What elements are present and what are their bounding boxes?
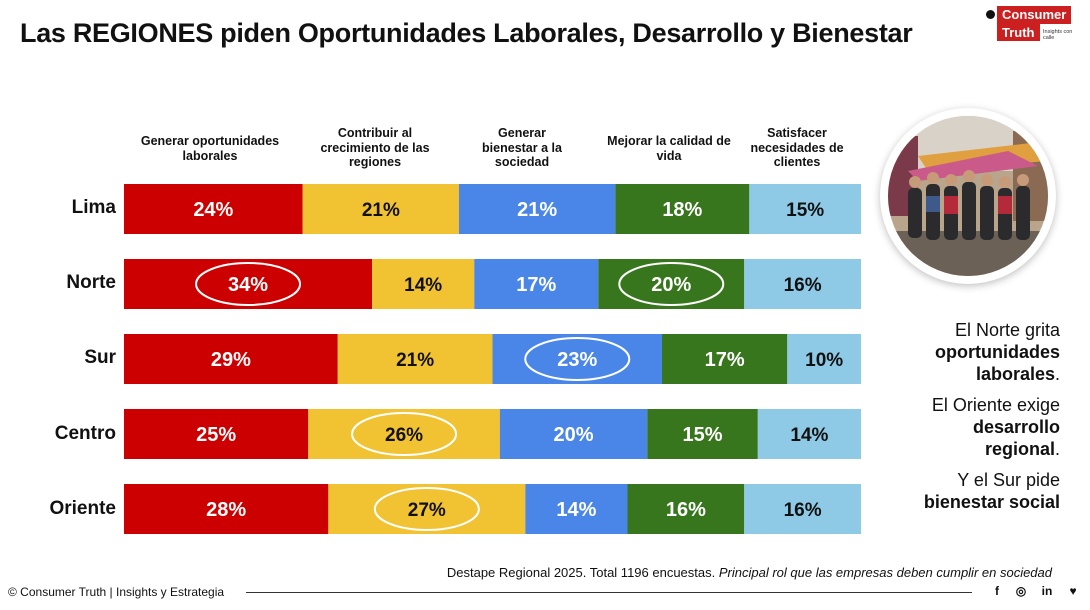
copyright: © Consumer Truth | Insights y Estrategia [8,585,225,599]
bar-norte-series-4 [598,259,745,309]
value-label-centro-series-2: 26% [385,425,423,446]
value-label-sur-series-1: 29% [211,349,251,371]
bar-centro-series-4 [647,409,758,459]
value-label-lima-series-3: 21% [517,199,557,221]
side-text-oriente-line1: El Oriente exige [931,395,1060,415]
bar-oriente-series-5 [744,484,861,534]
value-label-centro-series-5: 14% [790,425,828,446]
instagram-icon[interactable]: ◎ [1015,584,1027,598]
logo-line2: Truth [997,24,1040,41]
source-note: Destape Regional 2025. Total 1196 encues… [447,565,1052,580]
bar-norte-series-5 [744,259,861,309]
value-label-oriente-series-3: 14% [556,499,596,521]
bar-lima-series-1 [124,184,303,234]
side-text-norte-bold1: oportunidades [935,342,1060,362]
logo-dot-icon [986,10,995,19]
bar-lima-series-5 [749,184,861,234]
value-label-centro-series-4: 15% [683,424,723,446]
bar-lima-series-2 [302,184,459,234]
highlight-circle-sur [524,337,631,381]
side-text-oriente: El Oriente exige desarrollo regional. [932,394,1060,460]
value-label-sur-series-5: 10% [805,350,843,371]
side-text-sur: Y el Sur pide bienestar social [924,469,1060,513]
side-text-oriente-bold1: desarrollo [972,417,1060,437]
highlight-circle-norte [195,262,302,306]
row-label-oriente: Oriente [49,498,116,519]
period: . [1054,364,1060,384]
footer-divider [246,592,972,593]
page-title: Las REGIONES piden Oportunidades Laboral… [20,18,913,48]
row-label-centro: Centro [54,423,116,444]
bar-norte-series-2 [372,259,475,309]
highlight-circle-norte [618,262,725,306]
header-bienestar: Generar bienestar a la sociedad [482,126,562,169]
value-label-sur-series-2: 21% [396,350,434,371]
side-text-norte-line1: El Norte grita [954,320,1060,340]
value-label-norte-series-2: 14% [404,275,442,296]
bar-oriente-series-2 [328,484,526,534]
row-label-norte: Norte [66,272,116,293]
side-text-norte: El Norte grita oportunidades laborales. [935,319,1060,385]
row-label-sur: Sur [84,347,116,368]
linkedin-icon[interactable]: in [1041,584,1053,598]
bar-centro-series-2 [308,409,500,459]
row-label-lima: Lima [71,197,116,218]
value-label-lima-series-1: 24% [193,199,233,221]
value-label-lima-series-4: 18% [662,199,702,221]
value-label-oriente-series-5: 16% [784,500,822,521]
photo-image [888,116,1048,276]
header-clientes: Satisfacer necesidades de clientes [750,126,844,169]
value-label-centro-series-1: 25% [196,424,236,446]
bar-oriente-series-4 [627,484,745,534]
source-italic: Principal rol que las empresas deben cum… [718,565,1052,580]
value-label-norte-series-1: 34% [228,274,268,296]
source-main: Destape Regional 2025. Total 1196 encues… [446,565,716,580]
value-label-lima-series-5: 15% [786,200,824,221]
value-label-oriente-series-1: 28% [206,499,246,521]
bar-sur-series-2 [337,334,493,384]
bar-oriente-series-3 [525,484,628,534]
value-label-norte-series-4: 20% [651,274,691,296]
bar-sur-series-1 [124,334,338,384]
value-label-norte-series-5: 16% [784,275,822,296]
bar-centro-series-5 [757,409,861,459]
side-text-sur-bold1: bienestar social [923,492,1060,512]
facebook-icon[interactable]: f [995,584,999,598]
logo-tagline: Insights con calle [1043,29,1073,41]
side-text-sur-line1: Y el Sur pide [957,470,1060,490]
bar-sur-series-5 [787,334,861,384]
header-oportunidades: Generar oportunidades laborales [140,134,280,163]
consumer-truth-logo: Consumer Truth Insights con calle [985,4,1073,42]
header-calidad-vida: Mejorar la calidad de vida [607,134,731,163]
group-photo [880,108,1056,284]
highlight-circle-oriente [373,487,480,531]
side-text-oriente-bold2: regional [984,439,1055,459]
bar-sur-series-4 [662,334,788,384]
value-label-oriente-series-4: 16% [666,499,706,521]
value-label-centro-series-3: 20% [554,424,594,446]
bar-oriente-series-1 [124,484,329,534]
side-text-norte-bold2: laborales [975,364,1055,384]
value-label-sur-series-4: 17% [705,349,745,371]
period: . [1054,439,1060,459]
bar-centro-series-3 [499,409,648,459]
highlight-circle-centro [351,412,458,456]
bar-lima-series-4 [615,184,750,234]
value-label-lima-series-2: 21% [362,200,400,221]
bar-lima-series-3 [459,184,616,234]
bar-norte-series-1 [124,259,373,309]
value-label-oriente-series-2: 27% [408,500,446,521]
bar-norte-series-3 [474,259,599,309]
value-label-norte-series-3: 17% [516,274,556,296]
bar-centro-series-1 [124,409,309,459]
logo-line1: Consumer [997,6,1072,24]
bar-sur-series-3 [492,334,663,384]
header-crecimiento: Contribuir al crecimiento de las regione… [320,126,430,169]
twitter-icon[interactable]: ♥ [1069,584,1077,598]
value-label-sur-series-3: 23% [557,349,597,371]
